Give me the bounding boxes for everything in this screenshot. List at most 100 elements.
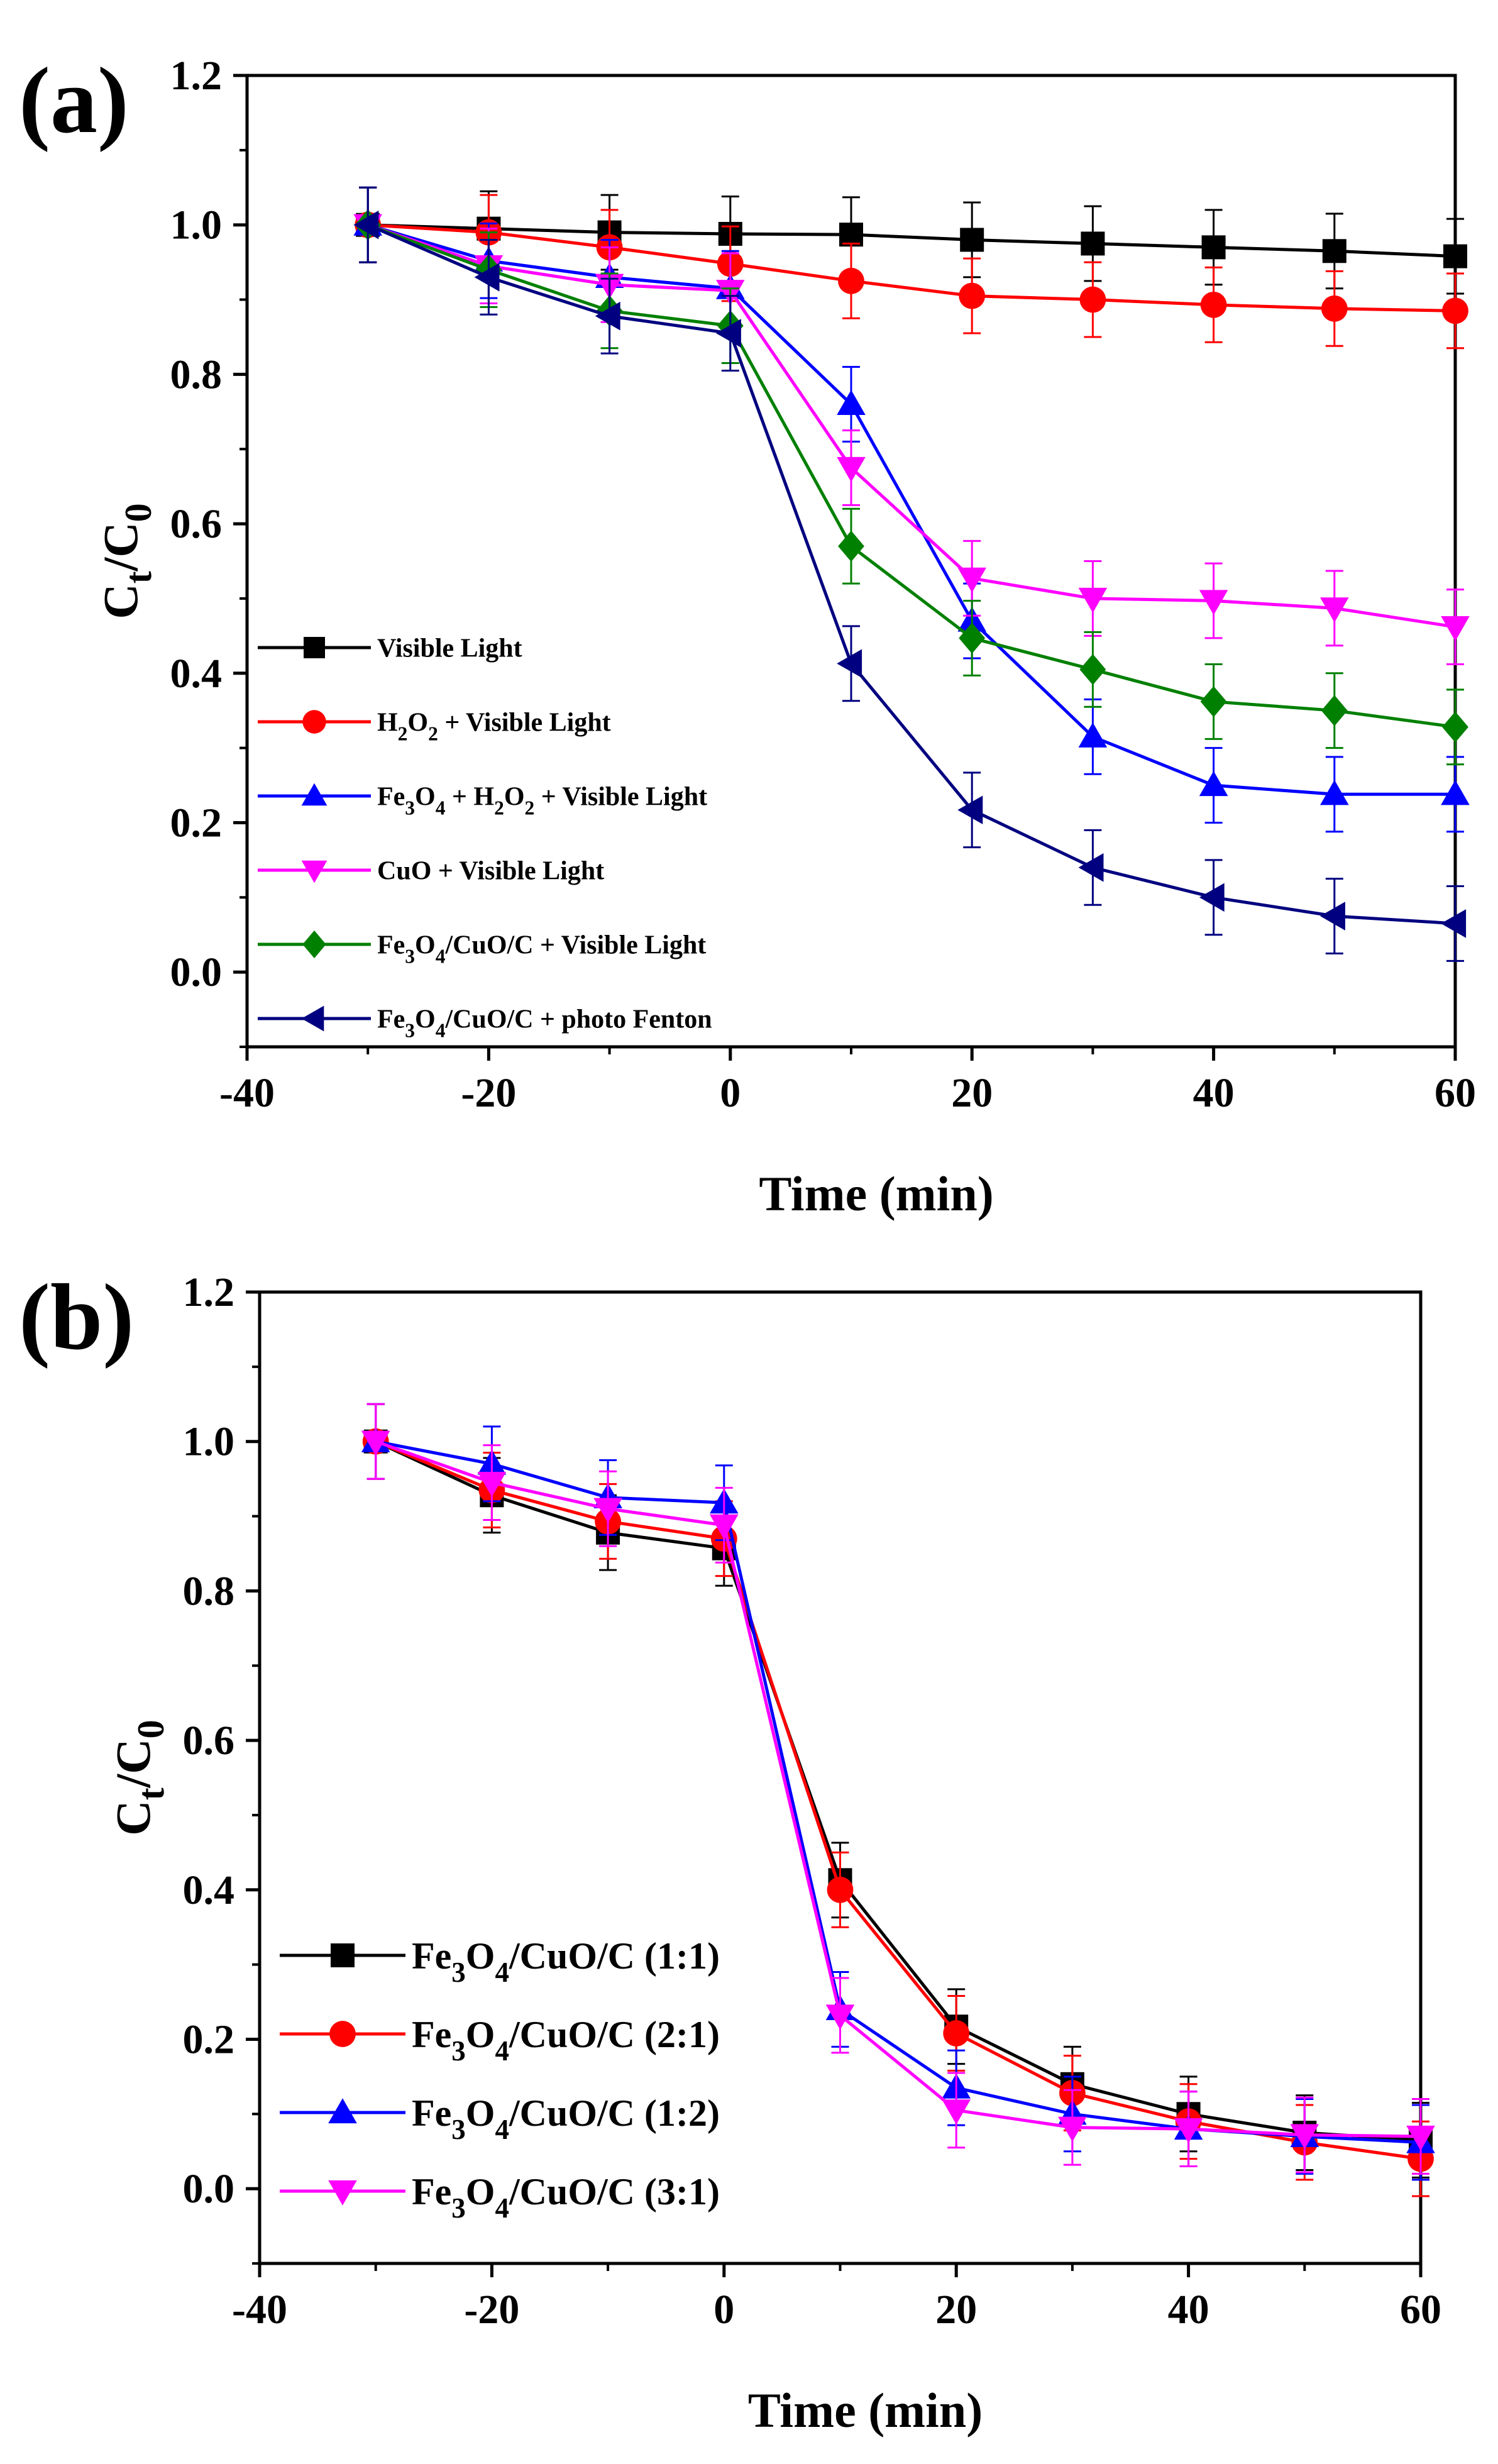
data-point	[942, 2099, 971, 2125]
data-point	[837, 456, 866, 482]
legend-marker	[302, 930, 326, 959]
y-tick-label: 0.2	[183, 2016, 235, 2062]
legend-label-part: Fe	[412, 2092, 451, 2134]
y-axis-title-part: /C	[93, 522, 148, 572]
legend-label: H2O2 + Visible Light	[377, 709, 611, 745]
data-point	[1320, 902, 1345, 931]
legend-marker	[301, 1005, 324, 1032]
y-tick-label: 1.2	[183, 1269, 235, 1315]
legend-marker	[329, 2021, 356, 2047]
legend-entry: Fe3O4/CuO/C + photo Fenton	[258, 1005, 712, 1041]
data-point	[1081, 231, 1105, 256]
y-axis-title-sub: 0	[130, 1720, 172, 1738]
legend-label-part: + Visible Light	[438, 709, 611, 738]
x-tick-label: 0	[713, 2287, 734, 2333]
data-point	[361, 1430, 390, 1456]
series-2	[355, 186, 1468, 350]
y-axis-title-sub: 0	[118, 503, 159, 522]
data-point	[1200, 686, 1227, 717]
legend-label-part: 3	[451, 1957, 466, 1988]
legend-label-part: 4	[495, 2035, 509, 2067]
data-point	[1406, 2125, 1435, 2151]
series-line	[367, 223, 1456, 629]
series-6	[353, 186, 1467, 962]
data-point	[1320, 780, 1349, 805]
legend-marker	[328, 2180, 357, 2206]
legend-label-part: Fe	[412, 1935, 451, 1977]
data-point	[1058, 2116, 1087, 2142]
legend-label-part: 4	[495, 1957, 509, 1988]
legend-label: Visible Light	[377, 634, 522, 663]
y-axis-title-part: C	[106, 1800, 160, 1835]
data-point	[1174, 2118, 1203, 2143]
data-point	[839, 223, 863, 247]
y-tick-label: 0.0	[170, 949, 223, 995]
legend-label: Fe3O4/CuO/C + Visible Light	[377, 931, 706, 968]
legend-label-part: 2	[494, 797, 504, 819]
y-tick-label: 0.4	[183, 1867, 235, 1913]
x-tick-label: 20	[935, 2287, 977, 2333]
y-tick-label: 0.8	[170, 351, 223, 397]
chart-panel-a: (a)-40 -20 0 20 40 600.00.20.40.60.81.01.2Tim…	[19, 48, 1476, 1221]
legend-entry: Fe3O4/CuO/C (1:2)	[280, 2092, 720, 2145]
data-point	[957, 567, 986, 593]
y-axis-title: Ct/C0	[93, 503, 159, 619]
data-point	[595, 301, 620, 331]
legend-label-part: Fe	[412, 2014, 451, 2055]
data-point	[1442, 711, 1468, 743]
series-line	[367, 223, 1456, 729]
data-point	[959, 622, 986, 654]
data-point	[1441, 780, 1470, 805]
series-2	[362, 1403, 1434, 2197]
x-tick-label: 0	[720, 1070, 741, 1116]
legend-label-part: O	[466, 2092, 495, 2134]
legend-entry: Fe3O4/CuO/C + Visible Light	[258, 930, 706, 968]
legend-label-part: /CuO/C (3:1)	[509, 2171, 720, 2213]
data-point	[827, 1876, 854, 1903]
series-5	[355, 186, 1468, 766]
data-point	[1078, 587, 1108, 613]
x-tick-label: 60	[1435, 1070, 1476, 1116]
legend-label-part: 4	[436, 945, 446, 967]
legend-label-part: 3	[451, 2035, 466, 2067]
x-tick-label: 20	[951, 1070, 993, 1116]
data-point	[1441, 909, 1467, 938]
legend-label-part: 3	[405, 1019, 415, 1041]
data-point	[710, 1514, 739, 1540]
data-point	[1321, 295, 1348, 322]
data-point	[1201, 235, 1226, 260]
legend-label-part: 3	[451, 2192, 466, 2224]
data-point	[837, 390, 866, 416]
data-point	[1199, 590, 1228, 616]
x-tick-label: 40	[1168, 2287, 1209, 2333]
panel-label: (a)	[19, 48, 129, 153]
legend-label-part: Fe	[412, 2171, 451, 2213]
x-tick-label: -20	[464, 2287, 519, 2333]
x-tick-label: 40	[1193, 1070, 1235, 1116]
legend-label-part: + H	[445, 783, 494, 812]
y-tick-label: 0.4	[170, 651, 223, 697]
data-point	[1079, 654, 1106, 685]
data-point	[1078, 853, 1104, 882]
series-line	[375, 1440, 1421, 2138]
legend-marker	[301, 783, 328, 806]
legend-label-part: /CuO/C (1:1)	[509, 1935, 720, 1977]
legend-entry: Fe3O4/CuO/C (2:1)	[280, 2014, 720, 2067]
series-line	[375, 1440, 1421, 2142]
legend-entry: H2O2 + Visible Light	[258, 709, 611, 745]
legend-marker	[302, 710, 326, 734]
series-4	[353, 186, 1470, 666]
y-tick-label: 1.2	[170, 53, 223, 99]
data-point	[825, 2004, 855, 2030]
y-axis-title-part: C	[93, 583, 148, 619]
legend-label-part: 2	[525, 797, 535, 819]
x-tick-label: -40	[232, 2287, 287, 2333]
legend-label-part: H	[377, 709, 398, 738]
legend-label-part: 4	[495, 2192, 509, 2224]
legend-label-part: /CuO/C + Visible Light	[444, 931, 706, 960]
y-axis-title-sub: t	[130, 1787, 172, 1800]
legend-label-part: O	[415, 783, 436, 812]
legend-label: Fe3O4/CuO/C (1:1)	[412, 1935, 720, 1988]
legend-label-part: 4	[495, 2114, 509, 2145]
